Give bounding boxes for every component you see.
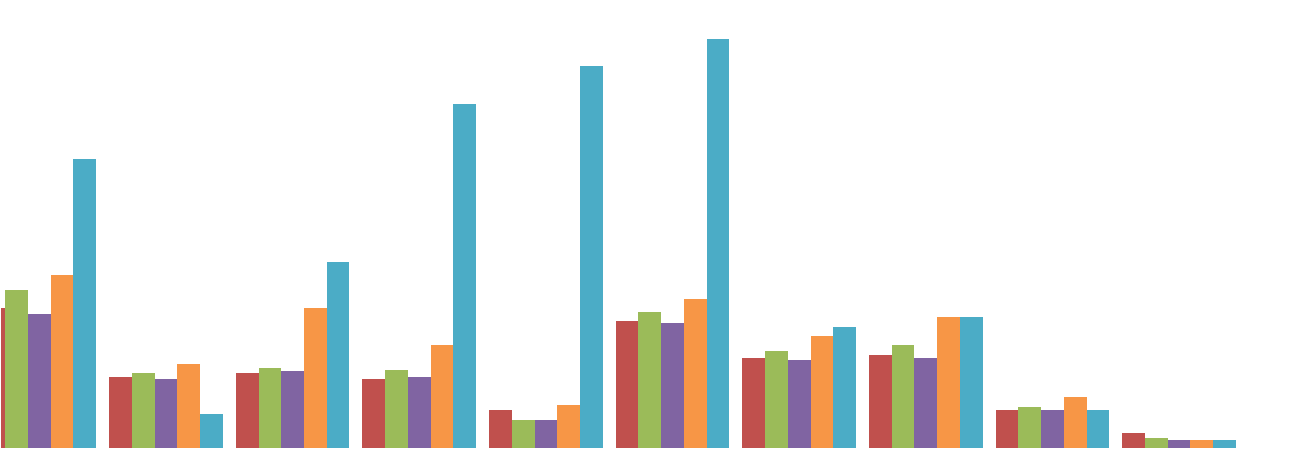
Bar (833, 327, 855, 448)
Bar (639, 312, 661, 448)
Bar (868, 355, 892, 448)
Bar (661, 323, 684, 448)
Bar (408, 377, 431, 448)
Bar (29, 314, 51, 448)
Bar (615, 321, 639, 448)
Bar (892, 345, 915, 448)
Bar (788, 360, 810, 448)
Bar (1145, 438, 1168, 448)
Bar (178, 364, 200, 448)
Bar (961, 317, 983, 448)
Bar (580, 66, 602, 448)
Bar (386, 370, 408, 448)
Bar (742, 358, 765, 448)
Bar (431, 345, 453, 448)
Bar (810, 336, 833, 448)
Bar (1064, 397, 1086, 448)
Bar (996, 410, 1019, 448)
Bar (154, 379, 178, 448)
Bar (5, 290, 29, 448)
Bar (1190, 440, 1214, 448)
Bar (1041, 410, 1064, 448)
Bar (362, 379, 386, 448)
Bar (1214, 440, 1236, 448)
Bar (511, 420, 535, 448)
Bar (74, 159, 96, 448)
Bar (200, 414, 223, 448)
Bar (304, 308, 327, 448)
Bar (453, 104, 476, 448)
Bar (557, 405, 580, 448)
Bar (706, 39, 729, 448)
Bar (937, 317, 961, 448)
Bar (327, 262, 349, 448)
Bar (109, 377, 132, 448)
Bar (1019, 407, 1041, 448)
Bar (765, 351, 788, 448)
Bar (236, 373, 258, 448)
Bar (1086, 410, 1110, 448)
Bar (489, 410, 511, 448)
Bar (1123, 433, 1145, 448)
Bar (132, 373, 154, 448)
Bar (0, 308, 5, 448)
Bar (258, 368, 282, 448)
Bar (1168, 440, 1190, 448)
Bar (51, 275, 74, 448)
Bar (282, 371, 304, 448)
Bar (535, 420, 557, 448)
Bar (684, 299, 706, 448)
Bar (915, 358, 937, 448)
